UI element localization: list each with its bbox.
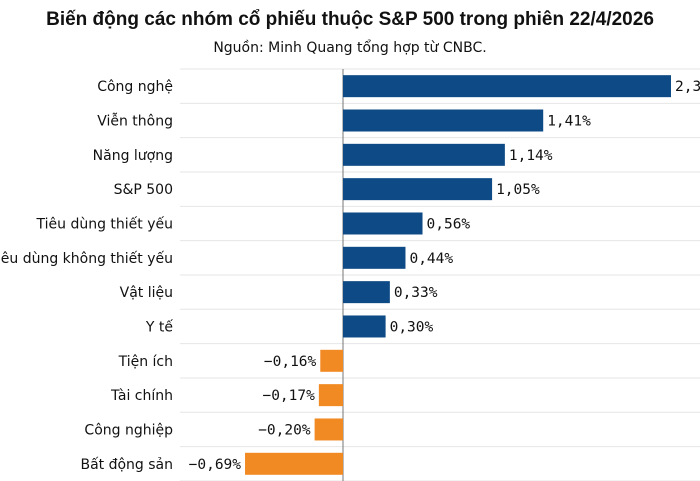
- bar: [343, 281, 390, 304]
- chart-source: Nguồn: Minh Quang tổng hợp từ CNBC.: [213, 40, 487, 56]
- bar: [343, 212, 423, 235]
- category-label: Công nghiệp: [84, 422, 173, 438]
- category-label: Công nghệ: [97, 79, 173, 95]
- category-label: Viễn thông: [97, 112, 173, 129]
- category-label: Bất động sản: [80, 457, 173, 473]
- bar: [245, 452, 343, 475]
- value-label: 0,56%: [427, 216, 471, 232]
- bar: [343, 75, 671, 98]
- category-label: Tiện ích: [118, 354, 173, 370]
- value-label: −0,16%: [264, 354, 317, 370]
- chart-title: Biến động các nhóm cổ phiếu thuộc S&P 50…: [46, 9, 654, 30]
- bar: [343, 315, 386, 338]
- value-label: 1,05%: [496, 182, 540, 198]
- value-label: −0,20%: [258, 422, 311, 438]
- value-label: 0,30%: [390, 319, 434, 335]
- bar: [343, 109, 544, 132]
- bar: [343, 246, 406, 269]
- value-label: −0,17%: [262, 388, 315, 404]
- value-label: 0,33%: [394, 285, 438, 301]
- category-label: Y tế: [145, 318, 173, 335]
- category-label: Tiêu dùng thiết yếu: [36, 215, 174, 232]
- value-label: 0,44%: [409, 251, 453, 267]
- bar: [314, 418, 343, 441]
- value-label: 1,41%: [547, 113, 591, 129]
- category-label: Vật liệu: [120, 285, 173, 301]
- category-label: Tiêu dùng không thiết yếu: [0, 250, 173, 267]
- category-label: S&P 500: [114, 182, 173, 198]
- bar: [318, 384, 343, 407]
- category-label: Năng lượng: [93, 148, 173, 164]
- bar: [343, 143, 505, 166]
- bar: [320, 349, 343, 372]
- value-label: 1,14%: [509, 148, 553, 164]
- category-label: Tài chính: [110, 388, 173, 404]
- value-label: 2,31%: [675, 79, 700, 95]
- value-label: −0,69%: [189, 457, 242, 473]
- bar: [343, 178, 493, 201]
